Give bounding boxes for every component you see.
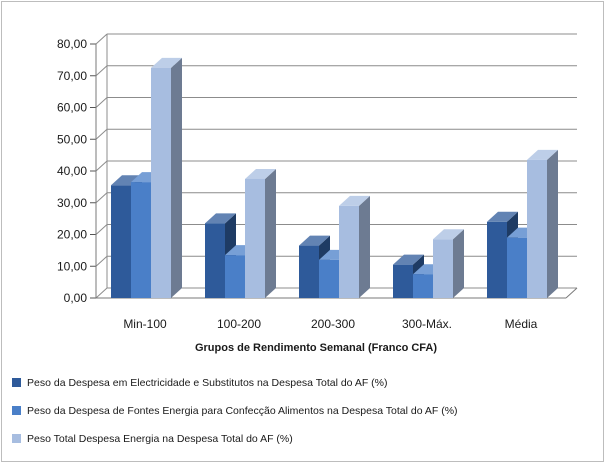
bar-side bbox=[453, 229, 464, 298]
bar-front bbox=[413, 274, 433, 298]
bar-front bbox=[205, 223, 225, 298]
y-tick-label: 40,00 bbox=[57, 164, 87, 178]
bar-front bbox=[393, 264, 413, 298]
y-tick-label: 20,00 bbox=[57, 228, 87, 242]
bar-front bbox=[319, 259, 339, 298]
y-tick-label: 60,00 bbox=[57, 101, 87, 115]
gridline-left-wall bbox=[95, 255, 108, 267]
x-tick-label: 100-200 bbox=[217, 317, 261, 331]
bar-top bbox=[299, 235, 330, 246]
bar-front bbox=[111, 185, 131, 298]
y-tick-label: 0,00 bbox=[64, 291, 88, 305]
y-tick-label: 80,00 bbox=[57, 37, 87, 51]
bar-top bbox=[433, 229, 464, 240]
bar-front bbox=[299, 245, 319, 298]
bar-front bbox=[527, 159, 547, 298]
bar-side bbox=[265, 168, 276, 298]
gridline-left-wall bbox=[95, 33, 108, 45]
bar-front bbox=[151, 67, 171, 298]
x-tick-label: Média bbox=[505, 317, 538, 331]
gridline-left-wall bbox=[95, 160, 108, 172]
x-tick-label: 200-300 bbox=[311, 317, 355, 331]
gridline-left-wall bbox=[95, 97, 108, 108]
bar-top bbox=[245, 168, 276, 179]
x-tick-label: Min-100 bbox=[123, 317, 167, 331]
bar-front bbox=[507, 237, 527, 298]
legend-label-confeccao: Peso da Despesa de Fontes Energia para C… bbox=[27, 405, 458, 417]
x-axis-title: Grupos de Rendimento Semanal (Franco CFA… bbox=[195, 342, 437, 354]
legend-swatch-electricidade bbox=[12, 378, 21, 387]
bar-side bbox=[547, 149, 558, 298]
y-tick-label: 30,00 bbox=[57, 196, 87, 210]
gridline-left-wall bbox=[95, 192, 108, 204]
bar-200-300-s3 bbox=[339, 195, 370, 298]
bar-side bbox=[359, 195, 370, 298]
legend-label-electricidade: Peso da Despesa em Electricidade e Subst… bbox=[27, 377, 388, 389]
bar-front bbox=[225, 255, 245, 298]
floor-edge bbox=[565, 287, 578, 299]
legend-item-confeccao: Peso da Despesa de Fontes Energia para C… bbox=[12, 402, 602, 420]
bar-front bbox=[433, 239, 453, 298]
bar-top bbox=[111, 175, 142, 186]
legend-swatch-total bbox=[12, 434, 21, 443]
gridline-left-wall bbox=[95, 287, 108, 299]
legend-swatch-confeccao bbox=[12, 406, 21, 415]
y-tick-label: 10,00 bbox=[57, 259, 87, 273]
y-tick-label: 70,00 bbox=[57, 69, 87, 83]
bar-top bbox=[151, 57, 182, 68]
gridline-left-wall bbox=[95, 224, 108, 235]
legend-label-total: Peso Total Despesa Energia na Despesa To… bbox=[27, 433, 293, 445]
bar-front bbox=[245, 178, 265, 298]
bar-100-200-s3 bbox=[245, 168, 276, 298]
bar-top bbox=[527, 149, 558, 160]
bar-top bbox=[205, 213, 236, 224]
bar-300-Máx.-s3 bbox=[433, 229, 464, 298]
legend-item-electricidade: Peso da Despesa em Electricidade e Subst… bbox=[12, 374, 602, 392]
gridline-left-wall bbox=[95, 128, 108, 140]
bar-Min-100-s3 bbox=[151, 57, 182, 298]
bar-top bbox=[487, 211, 518, 222]
bar-top bbox=[393, 254, 424, 265]
bar-front bbox=[487, 221, 507, 298]
y-tick-label: 50,00 bbox=[57, 132, 87, 146]
legend-item-total: Peso Total Despesa Energia na Despesa To… bbox=[12, 430, 602, 448]
bar-side bbox=[171, 57, 182, 298]
bar-front bbox=[339, 205, 359, 298]
bar-top bbox=[339, 195, 370, 206]
gridline-left-wall bbox=[95, 65, 108, 77]
bar-front bbox=[131, 182, 151, 298]
x-tick-label: 300-Máx. bbox=[402, 317, 452, 331]
bar-Média-s3 bbox=[527, 149, 558, 298]
